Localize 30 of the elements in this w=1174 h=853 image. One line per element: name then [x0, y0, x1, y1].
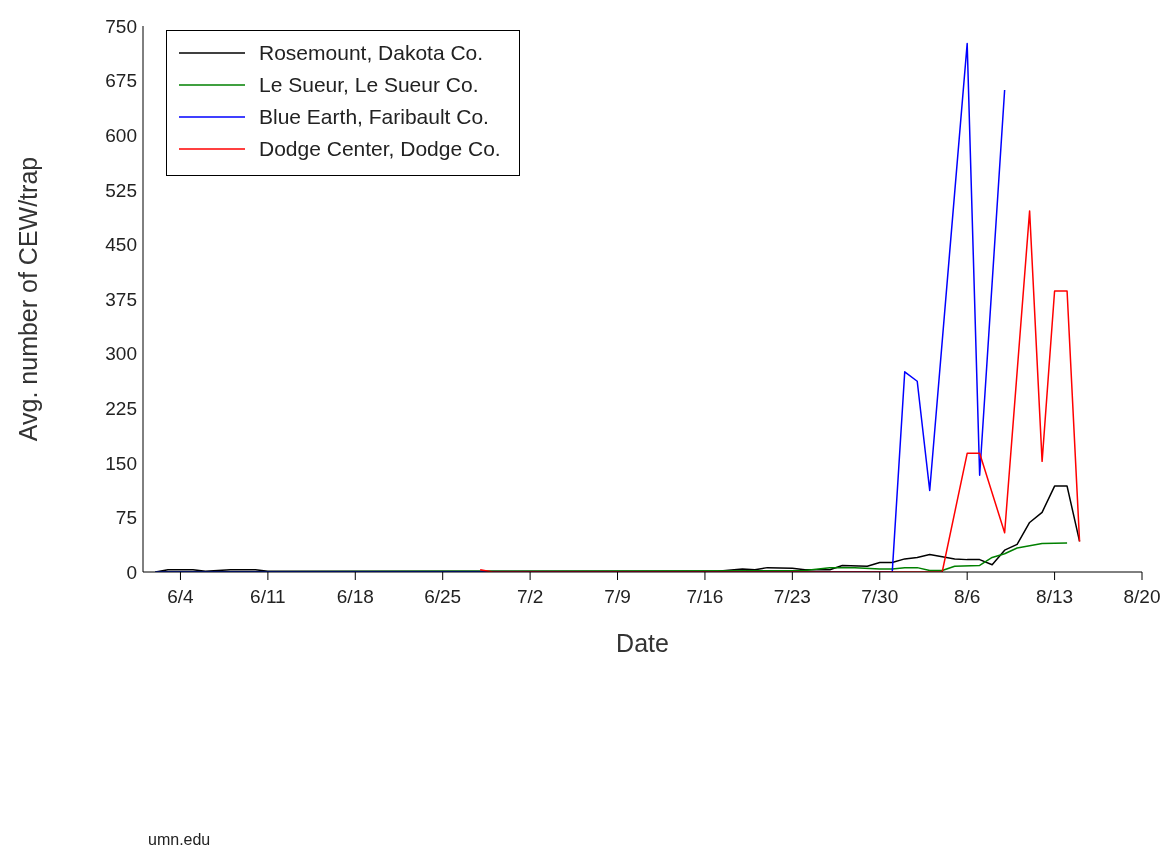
y-tick-label: 450	[105, 234, 137, 256]
x-tick-label: 7/30	[861, 586, 899, 608]
legend-label: Rosemount, Dakota Co.	[259, 41, 484, 65]
y-tick-label: 300	[105, 343, 137, 365]
x-tick-label: 7/16	[686, 586, 724, 608]
legend-label: Dodge Center, Dodge Co.	[259, 137, 501, 161]
y-tick-label: 375	[105, 288, 137, 310]
x-tick-label: 8/6	[953, 586, 981, 608]
x-tick-label: 6/25	[424, 586, 462, 608]
y-tick-label: 0	[126, 561, 137, 583]
x-tick-label: 8/13	[1036, 586, 1074, 608]
y-axis-title: Avg. number of CEW/trap	[13, 156, 42, 442]
x-tick-label: 7/2	[516, 586, 544, 608]
legend-label: Blue Earth, Faribault Co.	[259, 105, 489, 129]
x-tick-label: 6/11	[250, 586, 286, 608]
y-tick-label: 75	[115, 507, 137, 529]
x-tick-label: 7/9	[604, 586, 631, 608]
x-tick-label: 6/18	[336, 586, 374, 608]
y-tick-label: 525	[105, 179, 137, 201]
x-tick-label: 8/20	[1123, 586, 1161, 608]
y-tick-label: 150	[105, 452, 137, 474]
legend-label: Le Sueur, Le Sueur Co.	[259, 73, 479, 97]
text: umn.edu	[148, 831, 211, 849]
y-tick-label: 750	[105, 15, 137, 37]
y-tick-label: 600	[105, 124, 137, 146]
y-tick-label: 225	[105, 397, 137, 419]
x-tick-label: 6/4	[167, 586, 195, 608]
y-tick-label: 675	[105, 70, 137, 92]
x-axis-title: Date	[616, 629, 669, 657]
x-tick-label: 7/23	[773, 586, 811, 608]
